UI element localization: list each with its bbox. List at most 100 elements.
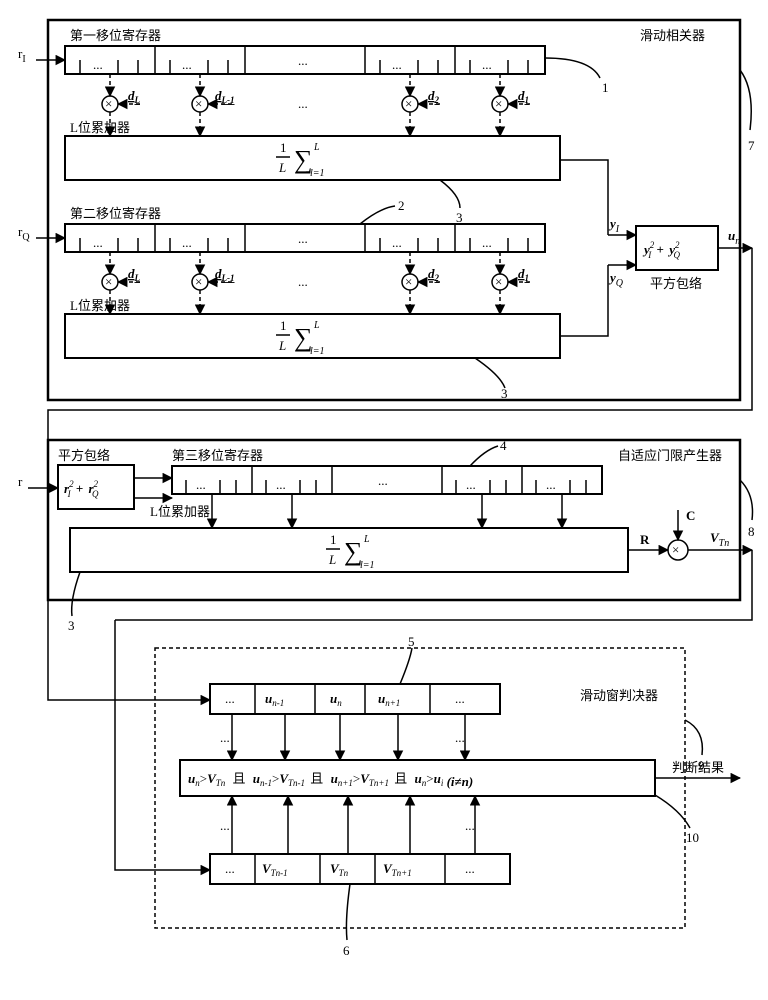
shift-register-1: ... ... ... ... ... — [65, 46, 545, 74]
svg-text:×: × — [405, 274, 412, 289]
svg-text:×: × — [105, 96, 112, 111]
svg-text:×: × — [672, 542, 679, 557]
svg-text:...: ... — [225, 861, 235, 876]
svg-text:...: ... — [196, 477, 206, 492]
ref-3b: 3 — [501, 386, 508, 401]
adaptive-threshold-label: 自适应门限产生器 — [618, 448, 722, 463]
ref-6: 6 — [343, 943, 350, 958]
ref-5: 5 — [408, 634, 415, 649]
R-label: R — [640, 532, 650, 547]
accumulator-label-1: L位累加器 — [70, 120, 130, 135]
svg-text:un+1: un+1 — [378, 691, 400, 708]
svg-text:×: × — [495, 274, 502, 289]
svg-text:1: 1 — [280, 318, 287, 333]
ref-3a: 3 — [456, 210, 463, 225]
svg-text:...: ... — [465, 818, 475, 833]
svg-text:×: × — [105, 274, 112, 289]
svg-text:...: ... — [93, 235, 103, 250]
svg-text:...: ... — [182, 235, 192, 250]
svg-text:...: ... — [465, 861, 475, 876]
ref-2: 2 — [398, 198, 405, 213]
svg-text:...: ... — [392, 235, 402, 250]
svg-text:...: ... — [220, 730, 230, 745]
svg-text:L: L — [278, 338, 286, 353]
svg-text:dL: dL — [128, 88, 141, 105]
svg-text:d1: d1 — [518, 266, 529, 283]
svg-text:L: L — [313, 320, 320, 331]
svg-text:d2: d2 — [428, 266, 440, 283]
sqenv2-label: 平方包络 — [58, 448, 110, 463]
svg-text:...: ... — [546, 477, 556, 492]
svg-text:...: ... — [466, 477, 476, 492]
svg-text:dL: dL — [128, 266, 141, 283]
svg-text:...: ... — [182, 57, 192, 72]
input-rI: rI — [18, 46, 26, 65]
svg-text:un-1: un-1 — [265, 691, 284, 708]
svg-text:...: ... — [298, 53, 308, 68]
square-envelope-label: 平方包络 — [650, 276, 702, 291]
svg-text:L: L — [278, 160, 286, 175]
svg-text:l=1: l=1 — [360, 560, 375, 571]
sum-expr-1: 1 L ∑ L l=1 — [276, 140, 325, 179]
input-r: r — [18, 474, 23, 489]
un-label: un — [728, 228, 740, 247]
yI-label: yI — [608, 216, 620, 235]
svg-text:...: ... — [298, 231, 308, 246]
C-label: C — [686, 508, 695, 523]
svg-text:...: ... — [93, 57, 103, 72]
svg-text:...: ... — [378, 473, 388, 488]
ref-10: 10 — [686, 830, 699, 845]
svg-text:dL-1: dL-1 — [215, 88, 235, 105]
sliding-correlator-label: 滑动相关器 — [640, 28, 705, 43]
VTn-label: VTn — [710, 530, 729, 549]
svg-text:VTn: VTn — [330, 861, 349, 878]
sum-expr-2: 1 L ∑ L l=1 — [276, 318, 325, 357]
svg-text:1: 1 — [280, 140, 287, 155]
shiftreg3-label: 第三移位寄存器 — [172, 448, 263, 463]
svg-text:...: ... — [276, 477, 286, 492]
ref-4: 4 — [500, 438, 507, 453]
svg-text:...: ... — [482, 57, 492, 72]
svg-text:...: ... — [298, 96, 308, 111]
decision-expr: un>VTn 且 un-1>VTn-1 且 un+1>VTn+1 且 un>ui… — [188, 771, 473, 789]
svg-text:×: × — [195, 274, 202, 289]
svg-text:...: ... — [220, 818, 230, 833]
accumulator-label-2: L位累加器 — [70, 298, 130, 313]
yQ-label: yQ — [608, 270, 624, 289]
svg-text:...: ... — [482, 235, 492, 250]
shift-register-3: ... ... ... ... ... — [172, 466, 602, 494]
svg-text:l=1: l=1 — [310, 346, 325, 357]
svg-text:...: ... — [298, 274, 308, 289]
svg-text:VTn+1: VTn+1 — [383, 861, 412, 878]
shiftreg1-label: 第一移位寄存器 — [70, 28, 161, 43]
svg-text:...: ... — [455, 730, 465, 745]
ref-1: 1 — [602, 80, 609, 95]
svg-text:un: un — [330, 691, 342, 708]
ref-8: 8 — [748, 524, 755, 539]
multiplier-row-1: × dL × dL-1 ... × d2 × d1 — [102, 74, 530, 112]
svg-text:×: × — [405, 96, 412, 111]
svg-text:dL-1: dL-1 — [215, 266, 235, 283]
accumulator-label-3: L位累加器 — [150, 504, 210, 519]
svg-text:VTn-1: VTn-1 — [262, 861, 288, 878]
square-envelope-expr: y2I + y2Q — [642, 240, 680, 261]
svg-text:...: ... — [392, 57, 402, 72]
ref-7: 7 — [748, 138, 755, 153]
ref-3c: 3 — [68, 618, 75, 633]
svg-text:×: × — [495, 96, 502, 111]
svg-text:d1: d1 — [518, 88, 529, 105]
square-envelope-r-expr: r2I + r2Q — [64, 479, 99, 500]
shift-register-2: ... ... ... ... ... — [65, 224, 545, 252]
svg-text:d2: d2 — [428, 88, 440, 105]
svg-text:L: L — [313, 142, 320, 153]
multiplier-row-2: × dL × dL-1 ... × d2 × d1 — [102, 252, 530, 290]
svg-text:1: 1 — [330, 532, 337, 547]
adaptive-threshold-box — [48, 440, 740, 600]
sliding-window-decider-label: 滑动窗判决器 — [580, 688, 658, 703]
svg-text:...: ... — [225, 691, 235, 706]
input-rQ: rQ — [18, 224, 30, 243]
shiftreg2-label: 第二移位寄存器 — [70, 206, 161, 221]
sum-expr-3: 1 L ∑ L l=1 — [326, 532, 375, 571]
result-label: 判断结果 — [672, 760, 724, 775]
svg-text:L: L — [328, 552, 336, 567]
